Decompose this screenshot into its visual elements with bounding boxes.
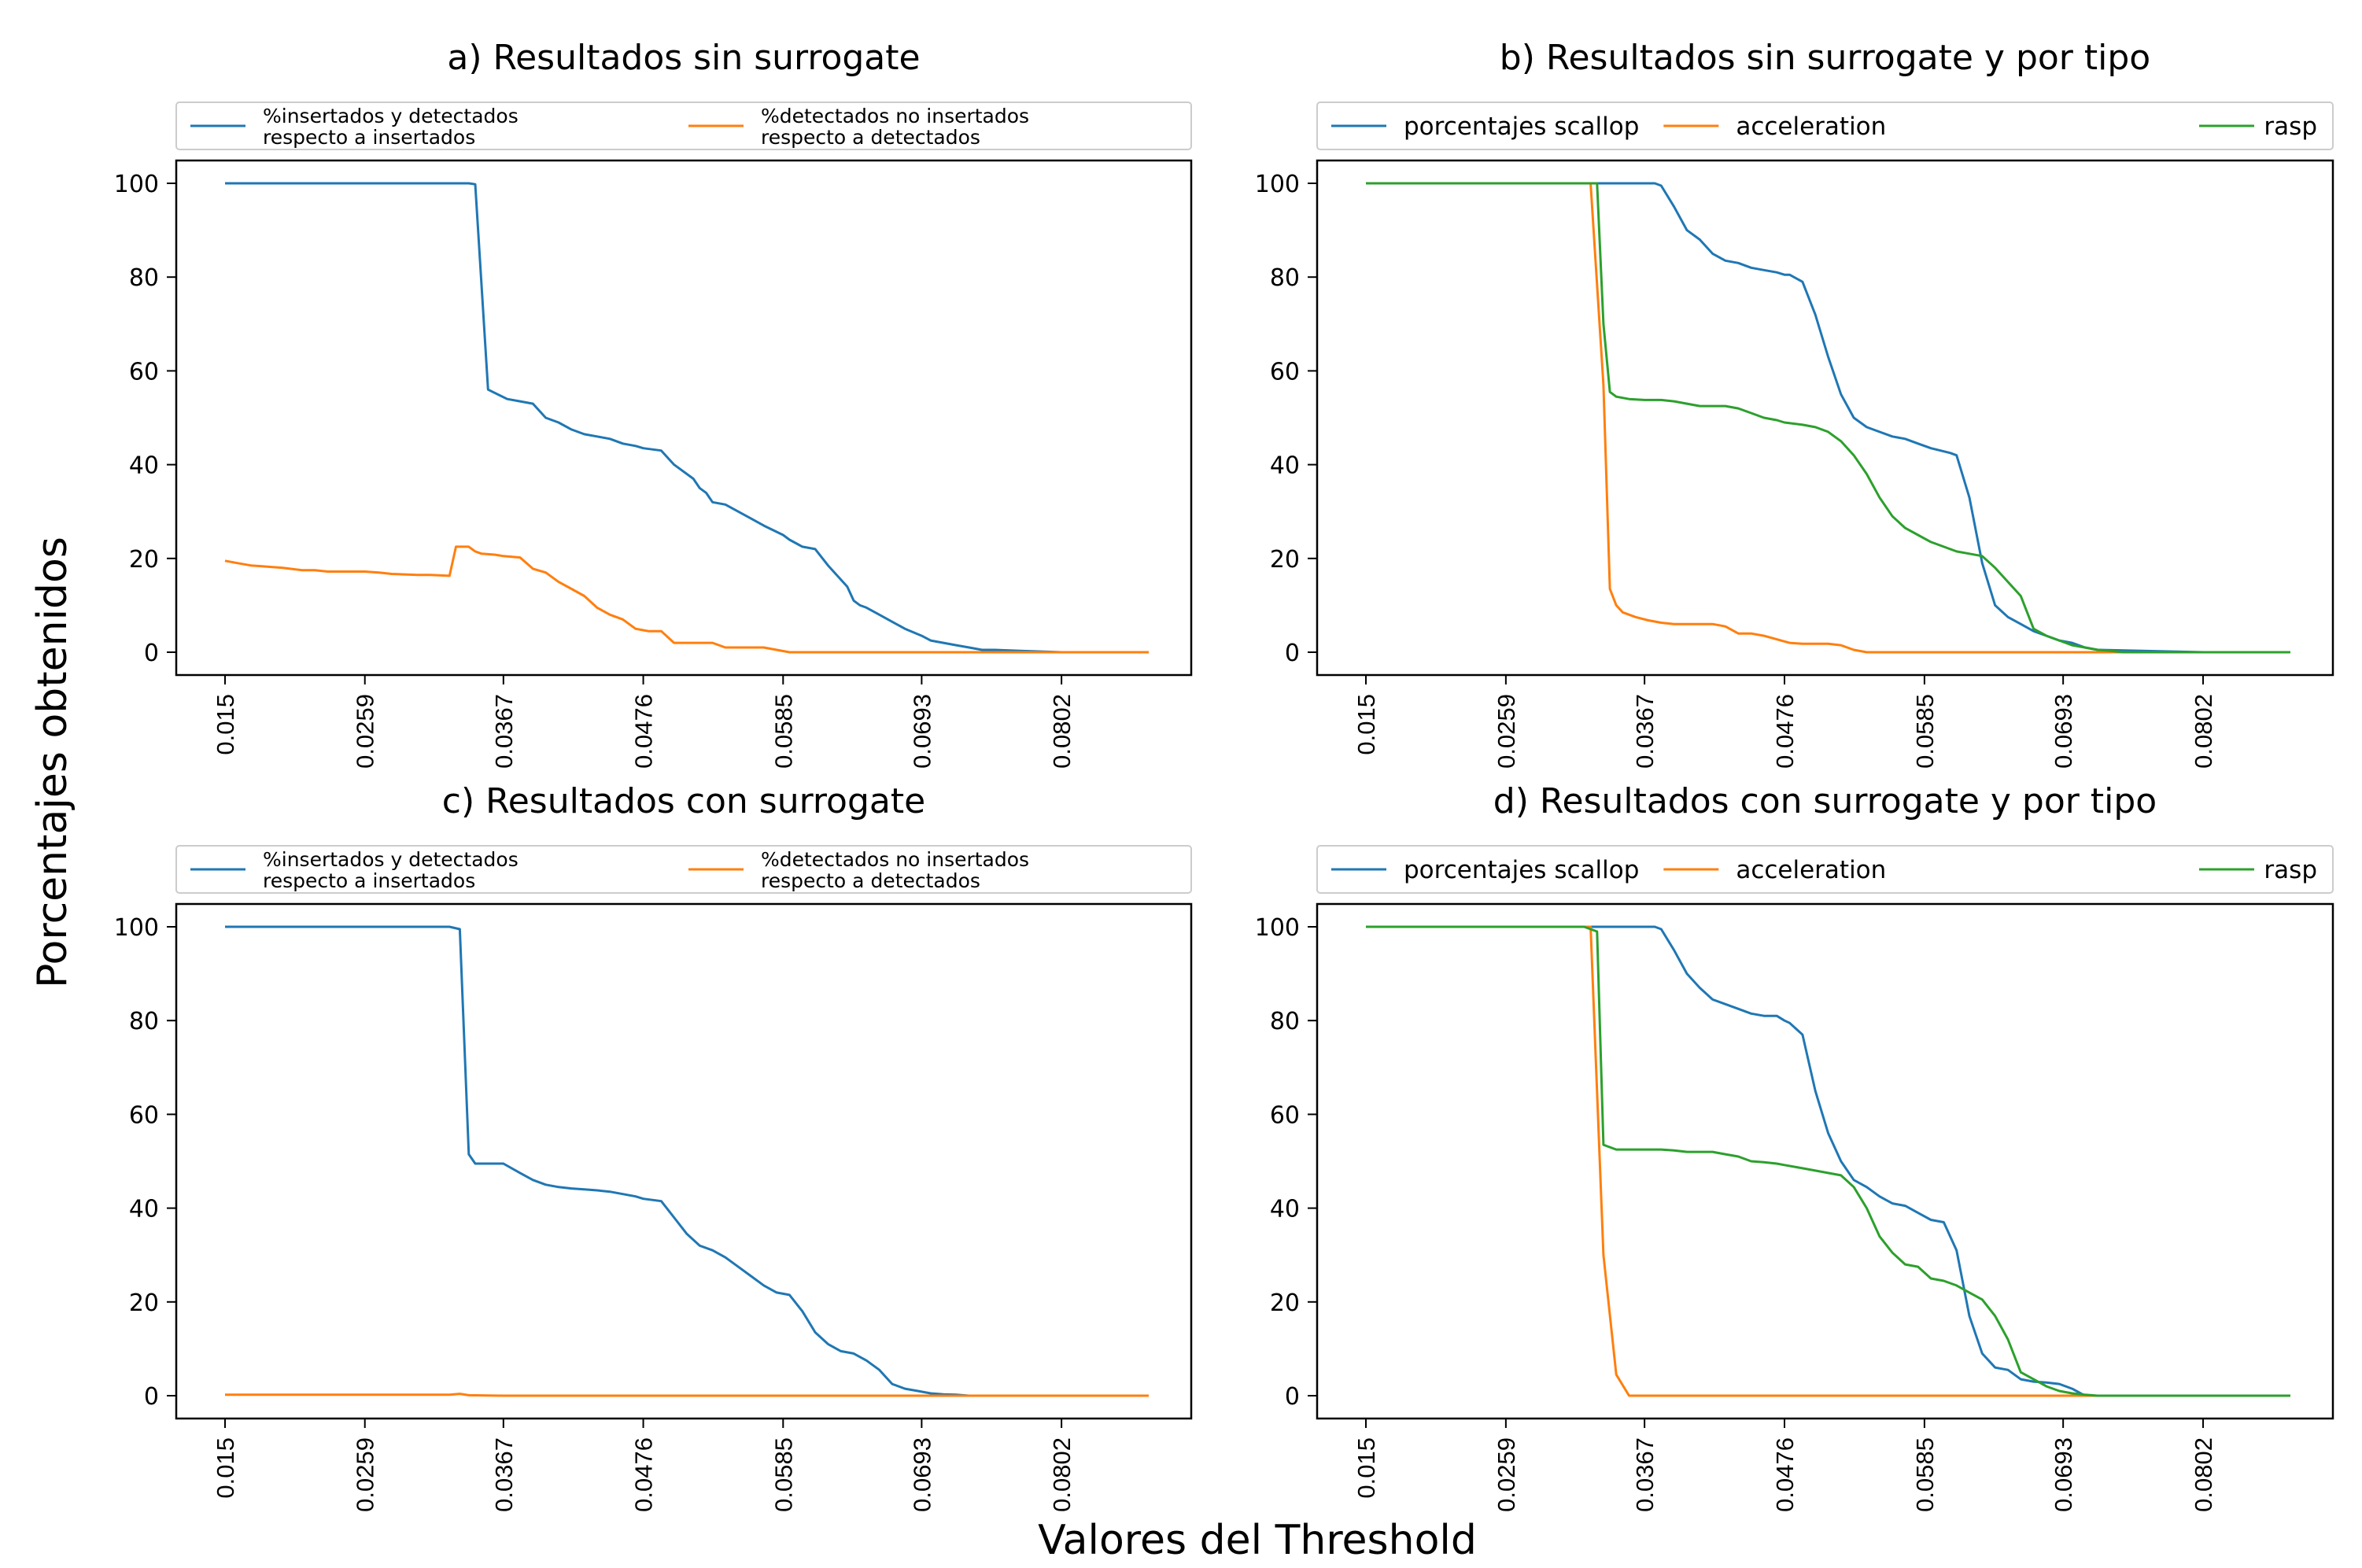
legend: %insertados y detectados respecto a inser… — [175, 101, 1192, 150]
y-tick-label: 100 — [114, 914, 159, 942]
y-tick-label: 40 — [129, 1196, 159, 1223]
legend: porcentajes scallop acceleration rasp — [1316, 101, 2334, 150]
y-tick-label: 60 — [1270, 1101, 1300, 1129]
x-tick-label: 0.015 — [212, 1437, 239, 1499]
axes-frame — [1316, 902, 2334, 1420]
x-tick-label: 0.0259 — [352, 694, 379, 769]
legend-label: %insertados y detectados respecto a inser… — [263, 848, 519, 892]
axes-frame — [175, 902, 1193, 1420]
x-tick-label: 0.0259 — [1493, 1437, 1520, 1512]
legend: porcentajes scallop acceleration rasp — [1316, 845, 2334, 894]
x-tick-label: 0.0476 — [630, 1437, 658, 1512]
y-tick-label: 100 — [1255, 914, 1300, 942]
x-tick-label: 0.0585 — [1911, 694, 1939, 769]
y-tick-label: 40 — [1270, 452, 1300, 480]
legend-label: %detectados no insertados respecto a dete… — [761, 105, 1029, 149]
x-tick-label: 0.015 — [1353, 694, 1380, 755]
subplot-title: c) Resultados con surrogate — [442, 781, 925, 821]
x-tick-label: 0.0585 — [769, 1437, 797, 1512]
x-tick-label: 0.0259 — [1493, 694, 1520, 769]
series-line-blue — [225, 182, 1149, 654]
y-tick-label: 20 — [129, 1289, 159, 1317]
legend-label: rasp — [2264, 113, 2317, 141]
legend-label: acceleration — [1736, 856, 1886, 884]
y-tick-label: 100 — [1255, 171, 1300, 198]
y-tick-label: 60 — [129, 358, 159, 386]
y-tick-label: 40 — [1270, 1196, 1300, 1223]
axes-frame — [175, 159, 1193, 677]
x-tick-label: 0.0802 — [2190, 1437, 2217, 1512]
series-line-orange — [224, 545, 1149, 654]
x-tick-label: 0.0367 — [490, 1437, 518, 1512]
x-tick-label: 0.015 — [212, 694, 239, 755]
y-tick-label: 40 — [129, 452, 159, 480]
y-tick-label: 0 — [1285, 640, 1300, 667]
y-tick-label: 0 — [1285, 1383, 1300, 1411]
y-tick-label: 100 — [114, 171, 159, 198]
x-tick-label: 0.0693 — [2050, 1437, 2077, 1512]
x-tick-label: 0.015 — [1353, 1437, 1380, 1499]
x-tick-label: 0.0259 — [352, 1437, 379, 1512]
x-tick-label: 0.0693 — [2050, 694, 2077, 769]
x-tick-label: 0.0585 — [769, 694, 797, 769]
x-tick-label: 0.0367 — [1631, 694, 1659, 769]
y-axis-label: Porcentajes obtenidos — [29, 537, 76, 988]
y-tick-label: 60 — [129, 1101, 159, 1129]
series-line-blue — [1366, 925, 2290, 1397]
legend-frame — [175, 101, 1192, 150]
series-line-green — [1366, 925, 2290, 1397]
x-tick-label: 0.0367 — [490, 694, 518, 769]
series-line-orange — [225, 1393, 1149, 1397]
x-tick-label: 0.0802 — [1048, 694, 1076, 769]
y-tick-label: 80 — [1270, 264, 1300, 292]
x-tick-label: 0.0367 — [1631, 1437, 1659, 1512]
y-tick-label: 20 — [1270, 1289, 1300, 1317]
y-tick-label: 0 — [144, 1383, 159, 1411]
legend-label: rasp — [2264, 856, 2317, 884]
subplot-title: b) Resultados sin surrogate y por tipo — [1500, 38, 2150, 78]
x-tick-label: 0.0476 — [1771, 1437, 1799, 1512]
subplot-c: c) Resultados con surrogate %insertados y… — [114, 781, 1193, 1512]
subplot-d: d) Resultados con surrogate y por tipo po… — [1255, 781, 2334, 1512]
y-tick-label: 60 — [1270, 358, 1300, 386]
x-tick-label: 0.0585 — [1911, 1437, 1939, 1512]
x-tick-label: 0.0802 — [1048, 1437, 1076, 1512]
legend-frame — [1316, 101, 2334, 150]
legend-label: porcentajes scallop — [1404, 856, 1639, 884]
subplot-grid: a) Resultados sin surrogate %insertados y… — [114, 38, 2334, 1512]
series-line-orange — [1366, 182, 2290, 654]
subplot-title: a) Resultados sin surrogate — [447, 38, 920, 78]
x-tick-label: 0.0693 — [908, 694, 936, 769]
y-tick-label: 80 — [1270, 1008, 1300, 1035]
legend: %insertados y detectados respecto a inser… — [175, 845, 1192, 894]
legend-label: acceleration — [1736, 113, 1886, 141]
legend-label: %detectados no insertados respecto a dete… — [761, 848, 1029, 892]
y-tick-label: 0 — [144, 640, 159, 667]
legend-label: porcentajes scallop — [1404, 113, 1639, 141]
axes-frame — [1316, 159, 2334, 677]
x-tick-label: 0.0693 — [908, 1437, 936, 1512]
series-line-blue — [1366, 182, 2290, 654]
series-line-green — [1366, 182, 2290, 654]
series-line-blue — [225, 925, 1149, 1397]
subplot-title: d) Resultados con surrogate y por tipo — [1493, 781, 2157, 821]
y-tick-label: 20 — [1270, 546, 1300, 574]
x-tick-label: 0.0476 — [630, 694, 658, 769]
legend-frame — [175, 845, 1192, 894]
subplot-b: b) Resultados sin surrogate y por tipo po… — [1255, 38, 2334, 769]
x-tick-label: 0.0802 — [2190, 694, 2217, 769]
subplot-a: a) Resultados sin surrogate %insertados y… — [114, 38, 1193, 769]
y-tick-label: 80 — [129, 264, 159, 292]
y-tick-label: 20 — [129, 546, 159, 574]
x-axis-label: Valores del Threshold — [1038, 1517, 1477, 1564]
y-tick-label: 80 — [129, 1008, 159, 1035]
legend-frame — [1316, 845, 2334, 894]
legend-label: %insertados y detectados respecto a inser… — [263, 105, 519, 149]
x-tick-label: 0.0476 — [1771, 694, 1799, 769]
